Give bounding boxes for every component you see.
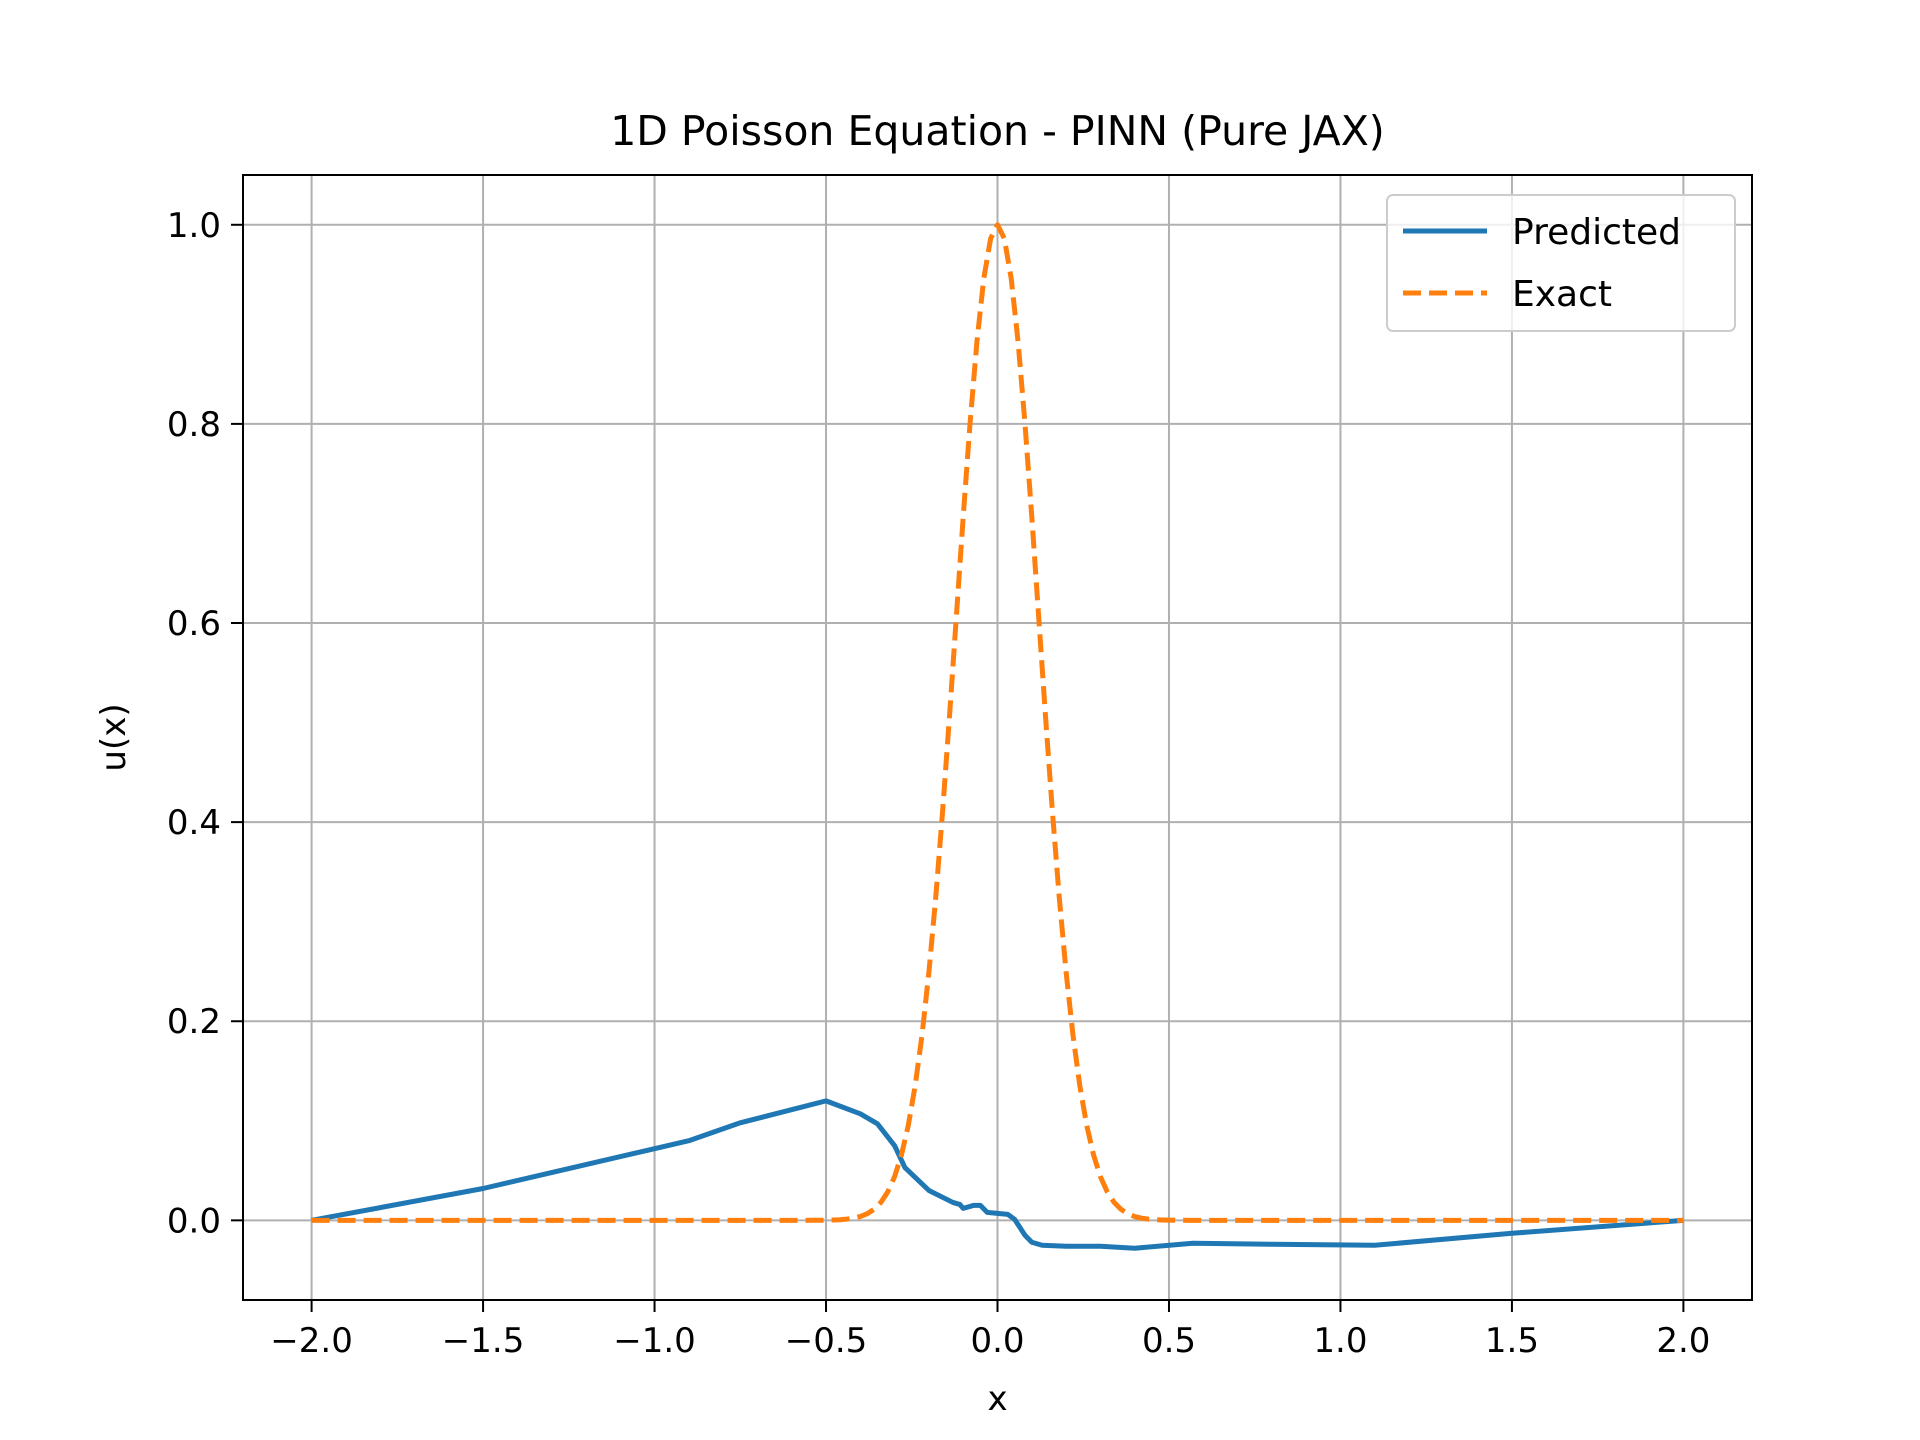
y-axis-label: u(x) xyxy=(94,703,134,771)
y-tick-label: 1.0 xyxy=(167,206,221,246)
x-tick-label: 2.0 xyxy=(1656,1321,1710,1361)
y-tick-label: 0.8 xyxy=(167,405,221,445)
y-tick-label: 0.4 xyxy=(167,803,221,843)
x-tick-label: 1.5 xyxy=(1485,1321,1539,1361)
x-tick-label: −1.5 xyxy=(442,1321,525,1361)
x-tick-label: 0.5 xyxy=(1142,1321,1196,1361)
x-tick-label: −1.0 xyxy=(613,1321,696,1361)
legend: Predicted Exact xyxy=(1386,194,1736,332)
ticks: −2.0 −1.5 −1.0 −0.5 0.0 0.5 1.0 1.5 2.0 0.0 0.2 0.4… xyxy=(167,206,1711,1361)
series-line-exact xyxy=(311,222,1684,1223)
x-tick-label: −0.5 xyxy=(785,1321,868,1361)
series-line-predicted xyxy=(311,1098,1684,1251)
x-tick-label: −2.0 xyxy=(270,1321,353,1361)
chart-title: 1D Poisson Equation - PINN (Pure JAX) xyxy=(610,107,1385,155)
x-tick-label: 0.0 xyxy=(970,1321,1024,1361)
series-lines xyxy=(311,222,1684,1251)
y-tick-label: 0.0 xyxy=(167,1201,221,1241)
y-tick-label: 0.2 xyxy=(167,1002,221,1042)
x-tick-label: 1.0 xyxy=(1313,1321,1367,1361)
y-tick-label: 0.6 xyxy=(167,604,221,644)
x-axis-label: x xyxy=(987,1379,1007,1419)
legend-label-exact: Exact xyxy=(1512,274,1612,315)
legend-label-predicted: Predicted xyxy=(1512,212,1681,253)
